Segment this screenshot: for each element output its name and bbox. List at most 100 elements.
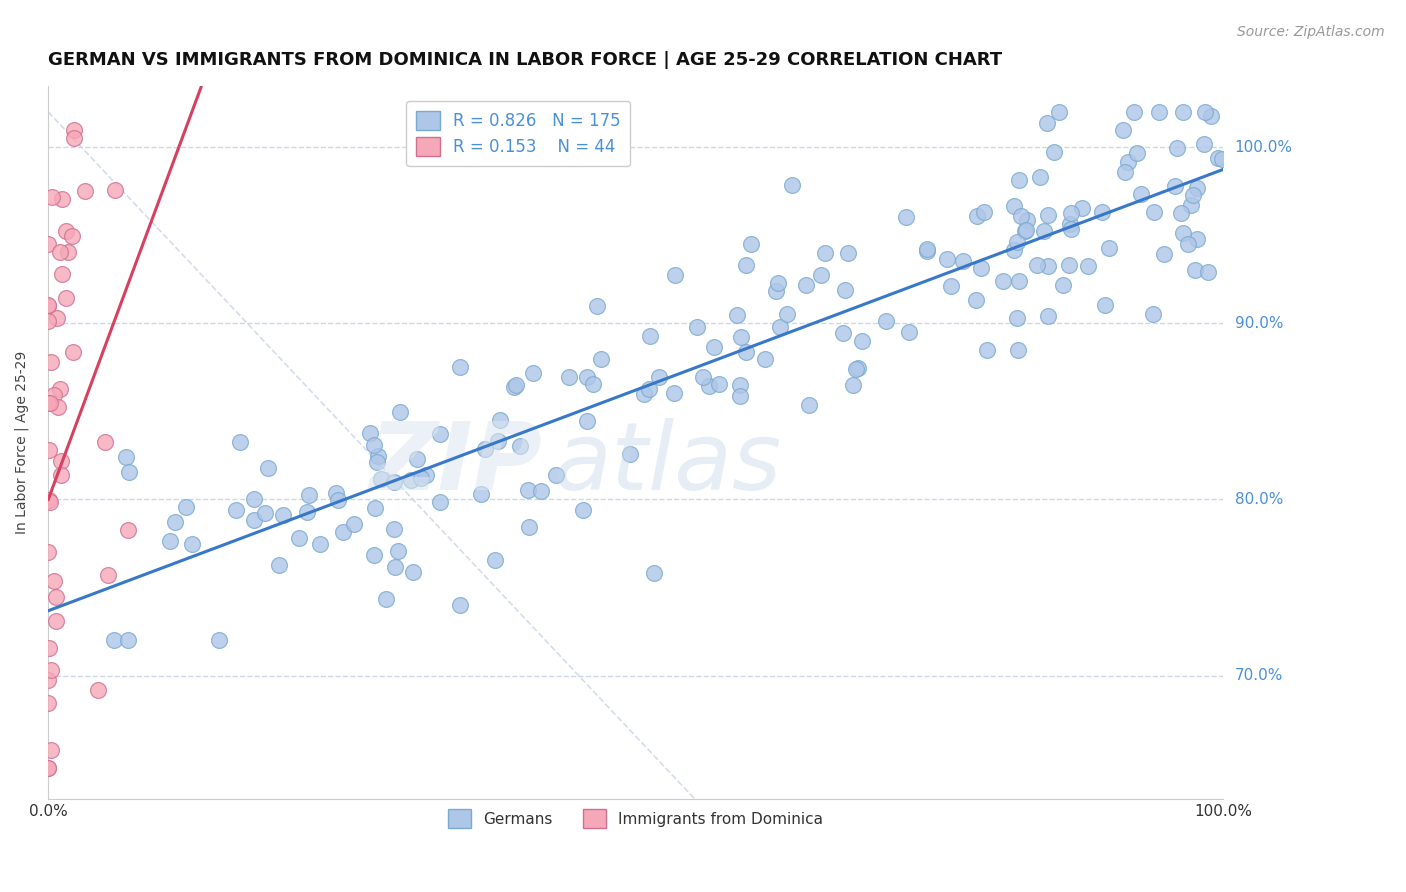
Point [117,633,139,648]
Point [1171,226,1194,240]
Point [1071,201,1094,215]
Point [1180,198,1202,212]
Point [174,500,197,514]
Point [1194,137,1216,152]
Point [474,442,496,457]
Point [837,246,859,260]
Point [104,183,127,197]
Text: 100.0%: 100.0% [1234,140,1292,154]
Y-axis label: In Labor Force | Age 25-29: In Labor Force | Age 25-29 [15,351,30,533]
Point [1166,141,1188,155]
Point [1008,274,1031,288]
Point [37,396,59,410]
Point [1171,104,1194,119]
Point [97,567,120,582]
Point [1170,206,1192,220]
Point [39,743,62,757]
Point [332,524,354,539]
Point [1036,116,1059,130]
Point [180,537,202,551]
Point [45,590,67,604]
Point [780,178,803,193]
Point [894,210,917,224]
Point [484,553,506,567]
Point [915,244,938,258]
Point [851,334,873,349]
Point [970,261,993,276]
Point [1077,259,1099,273]
Point [1142,307,1164,321]
Point [638,328,661,343]
Point [1211,152,1233,166]
Point [1206,151,1229,165]
Point [846,360,869,375]
Point [558,370,581,384]
Point [44,388,66,402]
Point [37,761,59,775]
Point [388,405,411,419]
Point [703,341,725,355]
Point [1098,241,1121,255]
Text: ZIP: ZIP [368,417,541,509]
Point [519,520,541,534]
Point [546,468,568,483]
Point [37,314,59,328]
Point [697,379,720,393]
Point [429,426,451,441]
Point [63,131,86,145]
Point [1091,205,1114,219]
Point [707,376,730,391]
Point [37,697,59,711]
Point [1149,104,1171,119]
Text: 90.0%: 90.0% [1234,316,1284,331]
Point [976,343,998,357]
Point [575,369,598,384]
Point [103,633,125,648]
Point [936,252,959,266]
Point [366,455,388,469]
Point [46,400,69,414]
Point [1182,187,1205,202]
Point [298,488,321,502]
Point [62,122,84,136]
Point [768,276,790,290]
Point [1116,155,1139,169]
Point [208,633,231,648]
Point [1005,235,1028,250]
Point [384,560,406,574]
Point [51,468,73,483]
Point [1164,179,1187,194]
Point [486,434,509,448]
Point [619,447,641,461]
Point [449,598,471,612]
Point [38,641,60,656]
Point [589,351,612,366]
Point [1059,217,1081,231]
Point [38,495,60,509]
Point [429,495,451,509]
Point [326,492,349,507]
Point [797,398,820,412]
Point [384,523,406,537]
Point [516,483,538,498]
Point [449,359,471,374]
Point [42,574,65,588]
Point [575,414,598,428]
Point [117,523,139,537]
Point [38,443,60,458]
Text: 80.0%: 80.0% [1234,491,1282,507]
Point [765,284,787,298]
Point [243,513,266,527]
Point [794,277,817,292]
Point [51,267,73,281]
Point [1015,223,1038,237]
Point [1059,258,1081,272]
Point [37,761,59,775]
Point [730,389,752,403]
Point [1197,264,1219,278]
Point [409,471,432,485]
Point [295,505,318,519]
Point [740,237,762,252]
Point [897,325,920,339]
Point [37,298,59,312]
